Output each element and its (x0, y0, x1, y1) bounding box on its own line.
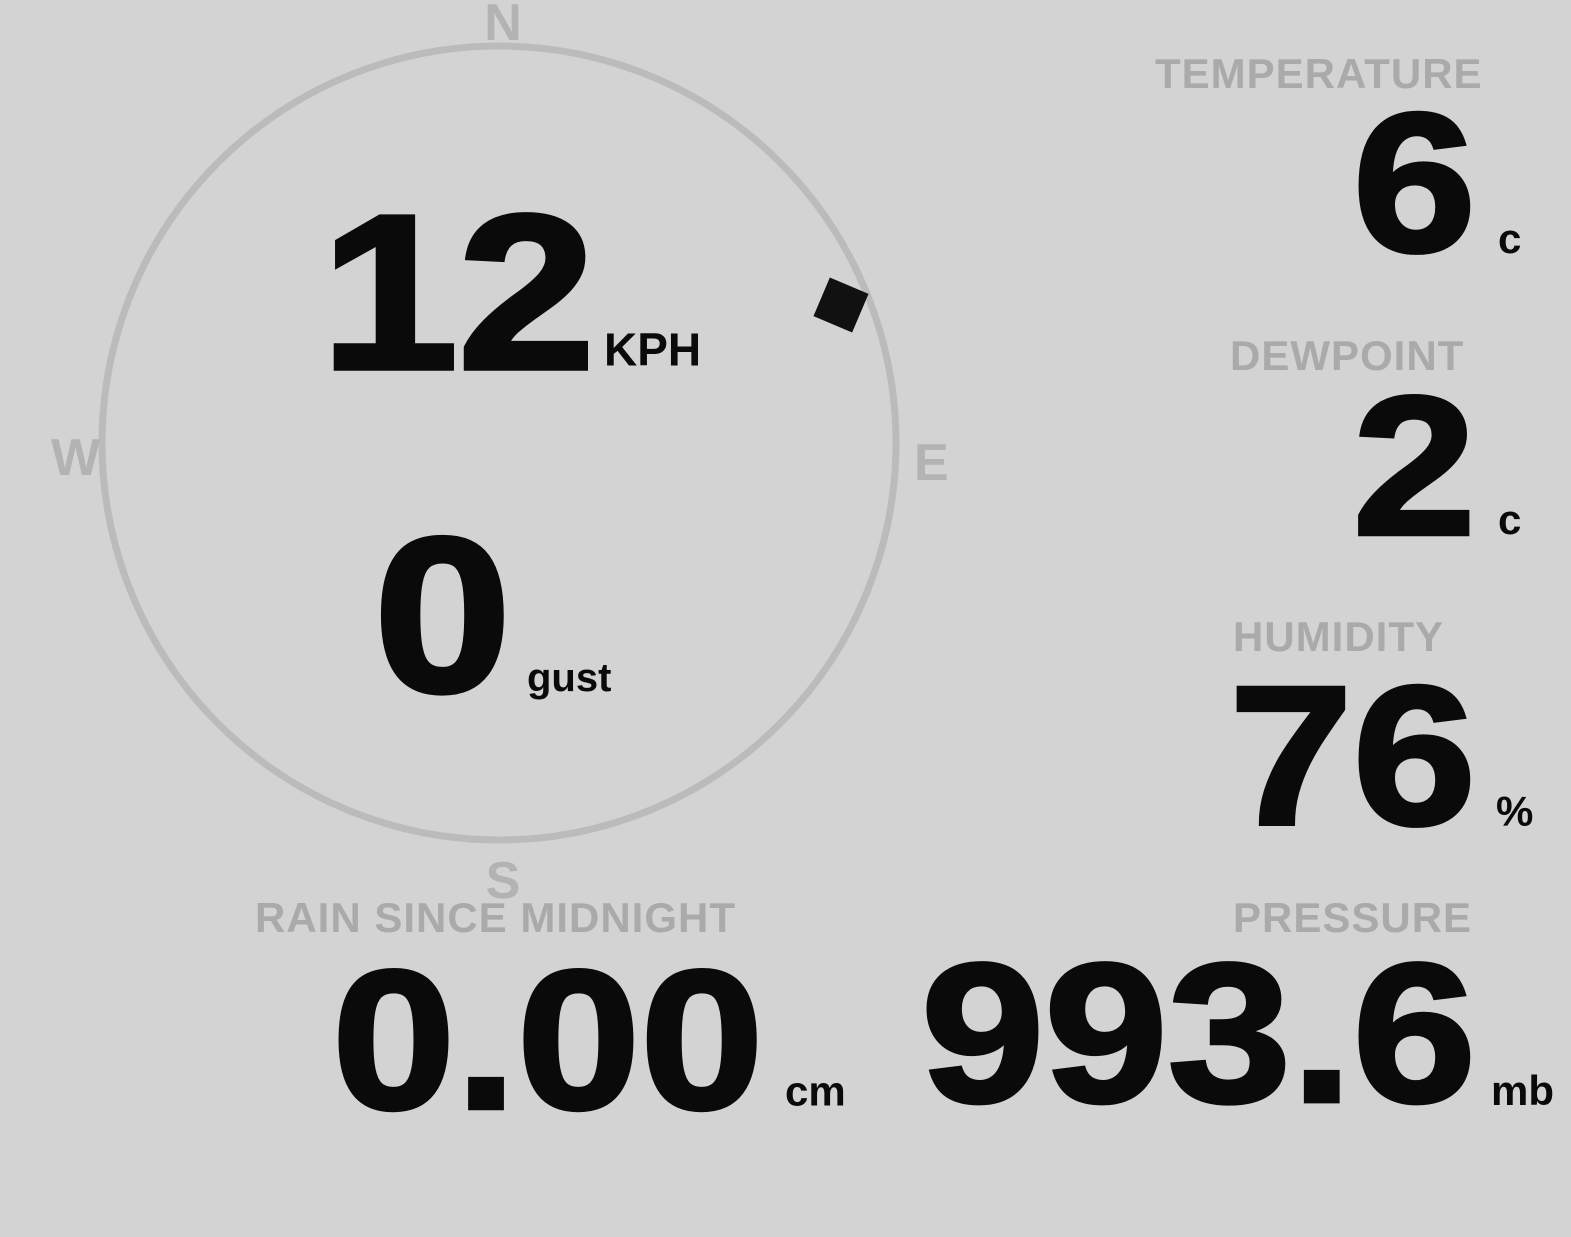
svg-text:12: 12 (321, 170, 595, 415)
svg-text:KPH: KPH (604, 324, 701, 376)
svg-text:W: W (51, 429, 101, 487)
svg-text:gust: gust (527, 656, 611, 700)
svg-text:mb: mb (1491, 1067, 1554, 1114)
svg-text:E: E (914, 434, 949, 492)
svg-text:2: 2 (1353, 355, 1476, 576)
svg-text:6: 6 (1353, 72, 1476, 293)
svg-text:993.6: 993.6 (921, 922, 1476, 1143)
svg-text:N: N (484, 0, 522, 52)
svg-text:cm: cm (785, 1067, 846, 1114)
svg-text:0: 0 (374, 493, 511, 738)
svg-text:c: c (1498, 496, 1521, 543)
svg-text:76: 76 (1229, 645, 1476, 866)
svg-text:0.00: 0.00 (332, 929, 764, 1150)
svg-text:c: c (1498, 215, 1521, 262)
svg-text:%: % (1496, 787, 1533, 834)
